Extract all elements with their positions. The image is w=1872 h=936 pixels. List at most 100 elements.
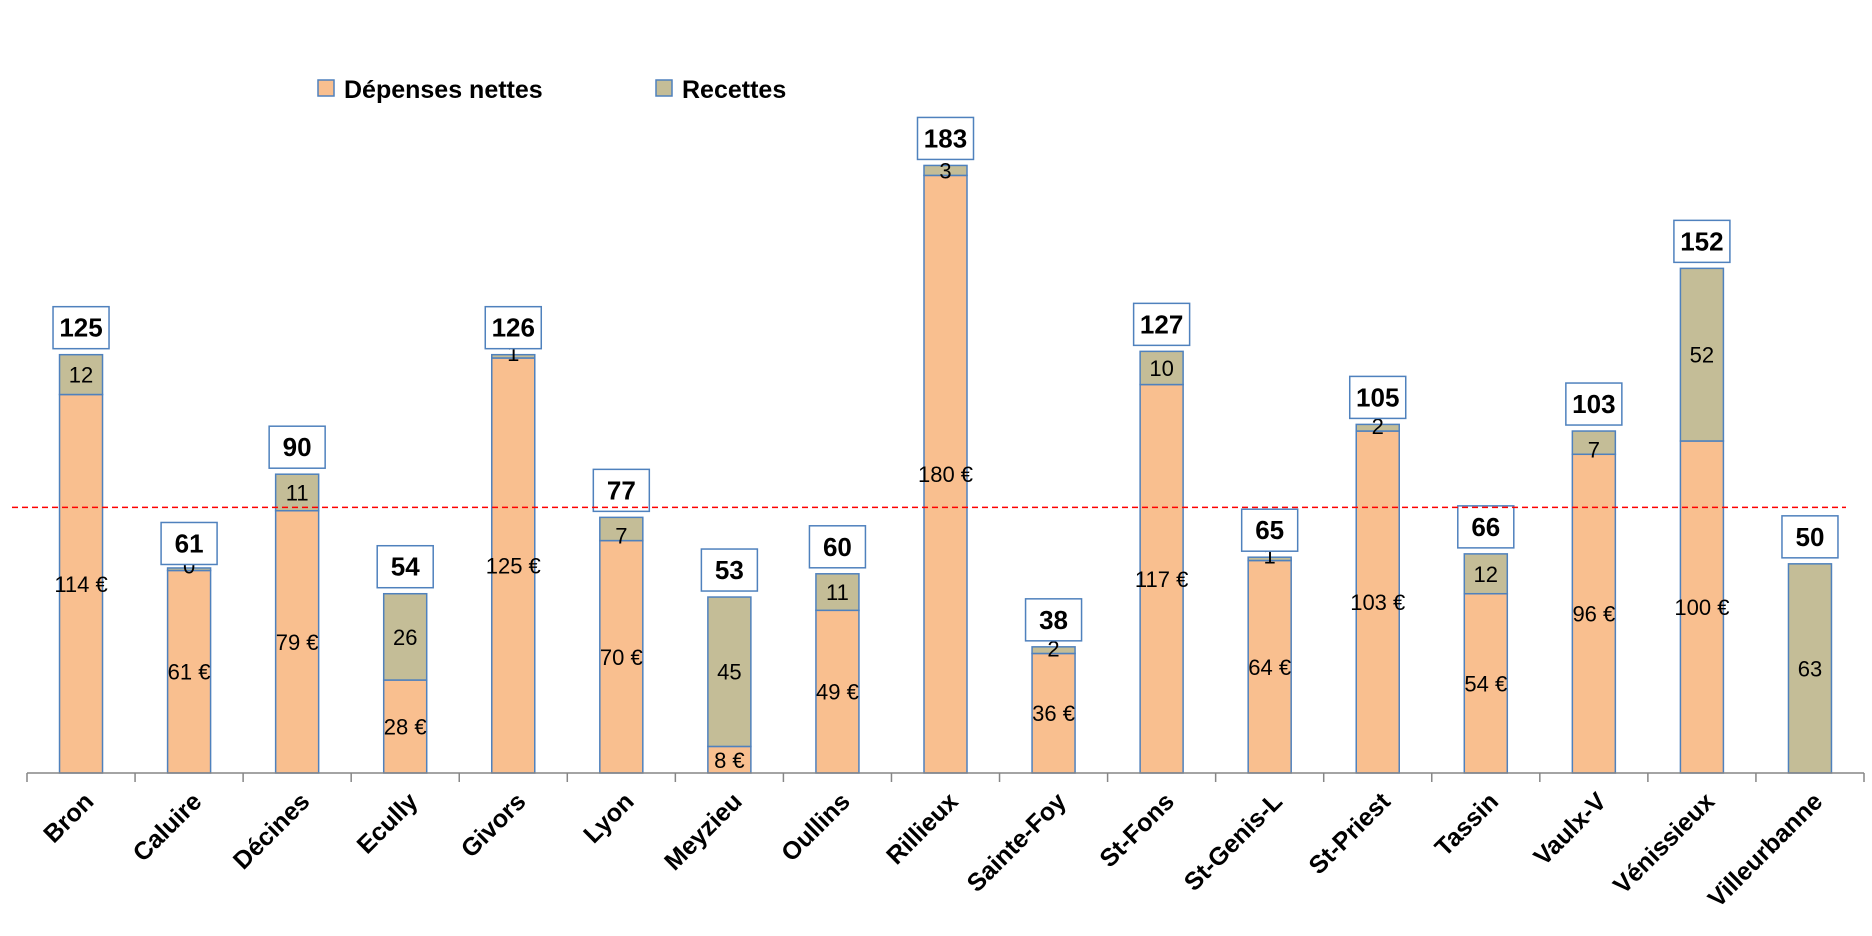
- bar-depenses-lyon: [599, 539, 644, 774]
- total-label-meyzieu: 53: [715, 555, 744, 585]
- category-label-caluire: Caluire: [128, 787, 208, 867]
- label-recettes-villeurbanne: 63: [1798, 656, 1822, 681]
- bar-depenses-tassin: [1463, 592, 1509, 774]
- bar-recettes-bron: [58, 353, 104, 396]
- total-label-lyon: 77: [607, 475, 636, 505]
- total-box-bron: [52, 305, 110, 350]
- label-depenses-bron: 114 €: [54, 572, 107, 597]
- category-label-rillieux: Rillieux: [881, 787, 964, 870]
- label-depenses-decines: 79 €: [276, 630, 319, 655]
- total-label-rillieux: 183: [924, 123, 967, 153]
- category-label-bron: Bron: [38, 787, 99, 848]
- bar-depenses-st-fons: [1139, 383, 1184, 774]
- total-box-lyon: [592, 468, 651, 513]
- bar-recettes-ecully: [382, 592, 428, 681]
- total-label-villeurbanne: 50: [1796, 522, 1825, 552]
- total-label-st-genis-l: 65: [1255, 515, 1284, 545]
- bar-recettes-st-priest: [1355, 423, 1400, 432]
- label-depenses-venissieux: 100 €: [1674, 595, 1729, 620]
- total-box-meyzieu: [700, 548, 759, 592]
- label-recettes-st-fons: 10: [1149, 356, 1173, 381]
- category-label-tassin: Tassin: [1430, 787, 1504, 861]
- label-depenses-ecully: 28 €: [384, 715, 427, 740]
- legend-label-depenses: Dépenses nettes: [344, 76, 543, 104]
- label-recettes-venissieux: 52: [1690, 343, 1714, 368]
- total-box-st-genis-l: [1240, 508, 1299, 552]
- label-depenses-st-priest: 103 €: [1350, 590, 1405, 615]
- label-depenses-sainte-foy: 36 €: [1032, 701, 1075, 726]
- total-label-venissieux: 152: [1680, 226, 1723, 256]
- label-recettes-bron: 12: [69, 363, 93, 388]
- total-label-caluire: 61: [175, 528, 204, 558]
- label-recettes-ecully: 26: [393, 625, 417, 650]
- label-depenses-caluire: 61 €: [168, 660, 211, 685]
- category-label-oullins: Oullins: [776, 787, 856, 867]
- bar-depenses-decines: [274, 509, 320, 774]
- category-label-decines: Décines: [228, 787, 316, 875]
- category-label-lyon: Lyon: [578, 787, 639, 848]
- label-depenses-st-fons: 117 €: [1135, 567, 1188, 592]
- category-label-villeurbanne: Villeurbanne: [1703, 787, 1829, 913]
- bar-recettes-sainte-foy: [1031, 646, 1076, 655]
- total-box-tassin: [1457, 505, 1515, 549]
- bar-recettes-caluire: [166, 567, 212, 572]
- category-label-ecully: Ecully: [352, 787, 424, 859]
- label-depenses-meyzieu: 8 €: [714, 748, 745, 773]
- total-box-villeurbanne: [1781, 515, 1839, 559]
- total-label-vaulx-v: 103: [1572, 389, 1615, 419]
- label-recettes-tassin: 12: [1474, 562, 1498, 587]
- bar-depenses-venissieux: [1679, 440, 1725, 774]
- label-depenses-tassin: 54 €: [1464, 671, 1507, 696]
- label-recettes-rillieux: 3: [939, 158, 951, 183]
- legend: Dépenses nettes Recettes: [317, 76, 786, 104]
- total-box-st-fons: [1132, 302, 1191, 347]
- total-label-oullins: 60: [823, 532, 852, 562]
- category-label-st-priest: St-Priest: [1303, 787, 1396, 880]
- bar-recettes-meyzieu: [707, 596, 752, 748]
- total-box-st-priest: [1348, 375, 1407, 420]
- label-recettes-sainte-foy: 2: [1047, 636, 1059, 661]
- bar-recettes-vaulx-v: [1571, 430, 1617, 456]
- total-box-rillieux: [916, 116, 975, 161]
- bar-recettes-lyon: [599, 516, 644, 542]
- label-recettes-vaulx-v: 7: [1588, 437, 1600, 462]
- total-box-vaulx-v: [1565, 382, 1623, 426]
- total-box-caluire: [160, 521, 218, 566]
- legend-swatch-recettes: [655, 79, 673, 97]
- total-label-st-priest: 105: [1356, 382, 1399, 412]
- category-label-meyzieu: Meyzieu: [659, 787, 748, 876]
- label-depenses-st-genis-l: 64 €: [1248, 655, 1291, 680]
- total-label-givors: 126: [492, 313, 535, 343]
- total-label-st-fons: 127: [1140, 309, 1183, 339]
- bar-recettes-st-genis-l: [1247, 556, 1292, 562]
- category-label-venissieux: Vénissieux: [1608, 787, 1720, 899]
- label-recettes-meyzieu: 45: [717, 660, 741, 685]
- bar-recettes-decines: [274, 473, 320, 512]
- label-recettes-oullins: 11: [826, 580, 849, 605]
- label-recettes-lyon: 7: [615, 524, 627, 549]
- bar-recettes-st-fons: [1139, 350, 1184, 386]
- total-box-oullins: [808, 525, 867, 569]
- category-label-st-genis-l: St-Genis-L: [1179, 787, 1288, 896]
- total-label-tassin: 66: [1471, 512, 1500, 542]
- bar-depenses-oullins: [815, 609, 860, 774]
- total-box-givors: [484, 305, 543, 350]
- bar-depenses-ecully: [382, 679, 428, 774]
- bar-depenses-bron: [58, 393, 104, 774]
- category-label-st-fons: St-Fons: [1094, 787, 1180, 873]
- label-depenses-lyon: 70 €: [600, 645, 643, 670]
- label-recettes-decines: 11: [286, 480, 309, 505]
- bar-recettes-villeurbanne: [1787, 563, 1833, 774]
- bar-recettes-venissieux: [1679, 267, 1725, 442]
- bar-depenses-givors: [491, 357, 536, 774]
- total-box-venissieux: [1673, 219, 1731, 264]
- total-label-decines: 90: [283, 432, 312, 462]
- total-label-bron: 125: [59, 313, 102, 343]
- bar-recettes-tassin: [1463, 553, 1509, 595]
- bar-recettes-givors: [491, 353, 536, 359]
- label-depenses-oullins: 49 €: [816, 680, 859, 705]
- label-depenses-vaulx-v: 96 €: [1572, 602, 1615, 627]
- label-depenses-givors: 125 €: [486, 554, 541, 579]
- total-box-sainte-foy: [1024, 598, 1083, 642]
